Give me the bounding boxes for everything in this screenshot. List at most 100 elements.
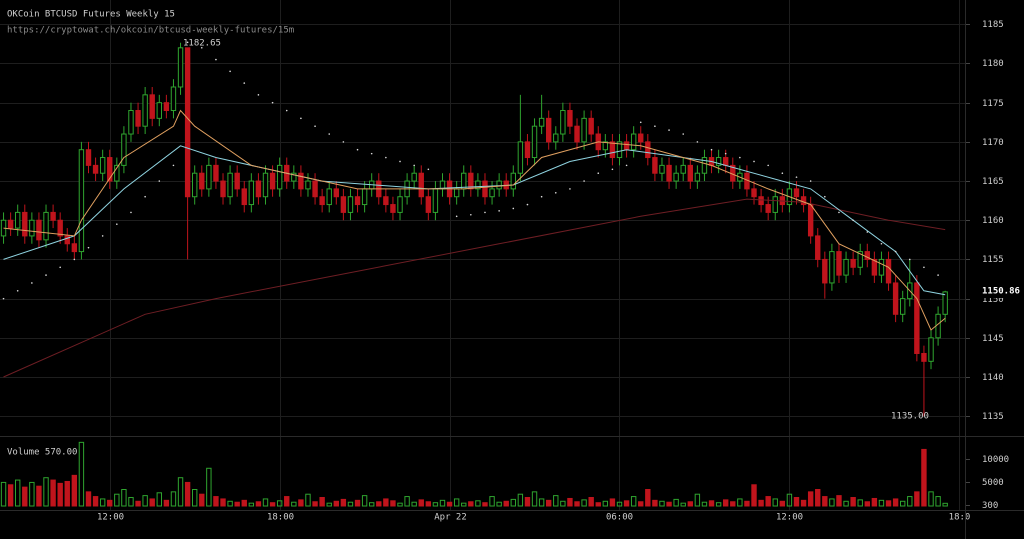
sar-dot	[73, 258, 76, 261]
volume-bar	[326, 502, 332, 507]
volume-bar	[71, 474, 78, 507]
candle-body	[142, 94, 148, 127]
sar-dot	[795, 176, 798, 178]
candle-body	[340, 196, 347, 213]
volume-bar	[156, 492, 162, 507]
candle-body	[772, 196, 778, 213]
candle-body	[857, 251, 863, 268]
candle-body	[192, 172, 198, 198]
candle-body	[560, 110, 566, 135]
sar-dot	[399, 160, 401, 163]
volume-bar	[234, 501, 240, 507]
candle-body	[354, 196, 361, 206]
volume-bar	[213, 496, 219, 507]
sar-dot	[767, 164, 769, 167]
volume-bar	[439, 499, 446, 507]
volume-bar	[531, 491, 538, 507]
volume-bar	[340, 498, 347, 507]
candle-body	[468, 172, 474, 190]
volume-y-tick-label: 10000	[982, 455, 1009, 465]
sar-dot	[753, 160, 755, 163]
candle-body	[574, 125, 580, 143]
volume-bar	[857, 499, 863, 507]
volume-bar	[772, 498, 778, 507]
candle-body	[475, 180, 481, 190]
candle-body	[666, 164, 672, 182]
x-tick-label: Apr 22	[434, 513, 467, 523]
sar-dot	[908, 258, 911, 261]
candle-body	[517, 141, 524, 174]
candle-body	[538, 117, 545, 127]
volume-bar	[567, 497, 573, 507]
candle-body	[234, 172, 240, 190]
volume-y-tick-label: 5000	[982, 478, 1004, 488]
y-tick-label: 1170	[982, 138, 1004, 148]
candle-body	[135, 110, 141, 127]
candle-body	[914, 282, 920, 354]
sar-dot	[809, 180, 812, 182]
candle-body	[248, 180, 255, 206]
volume-bar	[630, 496, 637, 507]
candle-body	[638, 133, 644, 143]
candle-body	[107, 157, 113, 182]
volume-bar	[524, 497, 531, 507]
volume-bar	[99, 498, 106, 507]
candle-body	[715, 157, 722, 166]
volume-bar	[786, 493, 793, 507]
volume-bar	[43, 477, 49, 507]
candle-body	[623, 141, 630, 151]
candle-body	[687, 164, 693, 182]
sar-dot	[2, 297, 5, 300]
volume-bar	[192, 489, 198, 507]
candle-body	[616, 141, 623, 159]
candle-body	[758, 196, 764, 206]
candle-body	[645, 141, 651, 159]
sar-dot	[200, 47, 203, 49]
volume-bar	[291, 501, 297, 507]
candle-body	[78, 149, 85, 253]
volume-bar	[319, 497, 325, 507]
volume-bar	[517, 493, 524, 507]
volume-bar	[708, 500, 715, 507]
x-tick-label: 12:00	[776, 513, 803, 523]
volume-bar	[453, 498, 460, 507]
volume-bar	[864, 501, 870, 507]
volume-bar	[807, 491, 814, 507]
sar-dot	[923, 266, 925, 269]
candle-body	[418, 172, 424, 198]
candle-body	[333, 188, 339, 198]
volume-bar	[779, 500, 786, 507]
candle-body	[213, 164, 219, 182]
candle-body	[453, 188, 460, 198]
sar-dot	[342, 141, 345, 143]
volume-bar	[623, 500, 630, 507]
sar-dot	[243, 82, 246, 84]
sar-dot	[45, 274, 47, 276]
sar-dot	[300, 117, 302, 120]
candle-body	[36, 219, 42, 241]
candle-body	[199, 172, 205, 190]
x-tick-label: 06:00	[606, 513, 633, 523]
candle-body	[7, 219, 14, 229]
volume-bar	[673, 498, 679, 507]
sar-dot	[526, 203, 529, 206]
sar-dot	[470, 213, 472, 216]
candle-body	[900, 298, 906, 315]
volume-bar	[744, 500, 750, 507]
volume-bar	[15, 479, 21, 507]
candle-body	[850, 258, 856, 268]
sar-dot	[894, 250, 897, 253]
volume-bar	[255, 501, 262, 507]
volume-bar	[645, 489, 651, 507]
volume-bar	[588, 497, 594, 507]
candle-body	[673, 172, 679, 182]
volume-bar	[907, 496, 913, 507]
sar-dot	[385, 156, 387, 159]
volume-bar	[107, 499, 113, 507]
sar-dot	[59, 266, 61, 269]
candle-body	[836, 251, 842, 276]
candle-body	[291, 172, 297, 182]
x-tick-label: 18:0	[949, 513, 971, 523]
volume-bar	[305, 493, 311, 507]
